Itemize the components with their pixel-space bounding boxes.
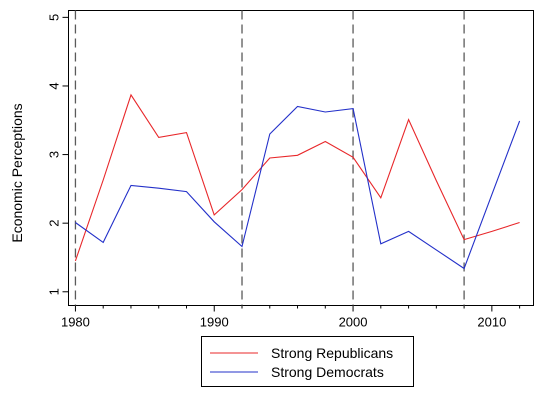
series-lines bbox=[74, 93, 521, 270]
series-line-strong-republicans bbox=[74, 93, 520, 262]
legend-box bbox=[201, 336, 414, 387]
x-tick-label-2000: 2000 bbox=[339, 315, 368, 330]
series-line-strong-democrats bbox=[75, 105, 521, 270]
y-tick-label-2: 2 bbox=[47, 220, 62, 227]
legend: Strong Republicans Strong Democrats bbox=[201, 336, 414, 387]
y-tick-label-1: 1 bbox=[47, 288, 62, 295]
legend-label-strong-democrats: Strong Democrats bbox=[271, 364, 384, 380]
y-axis-label: Economic Perceptions bbox=[9, 103, 25, 242]
x-tick-label-1990: 1990 bbox=[200, 315, 229, 330]
y-tick-label-4: 4 bbox=[47, 82, 62, 89]
y-tick-label-5: 5 bbox=[47, 14, 62, 21]
y-tick-label-3: 3 bbox=[47, 151, 62, 158]
x-tick-label-2010: 2010 bbox=[477, 315, 506, 330]
legend-label-strong-republicans: Strong Republicans bbox=[271, 345, 393, 361]
plot-frame bbox=[68, 10, 534, 306]
axes: 1980 1990 2000 2010 1 2 3 4 5 bbox=[47, 14, 521, 330]
x-tick-label-1980: 1980 bbox=[61, 315, 90, 330]
